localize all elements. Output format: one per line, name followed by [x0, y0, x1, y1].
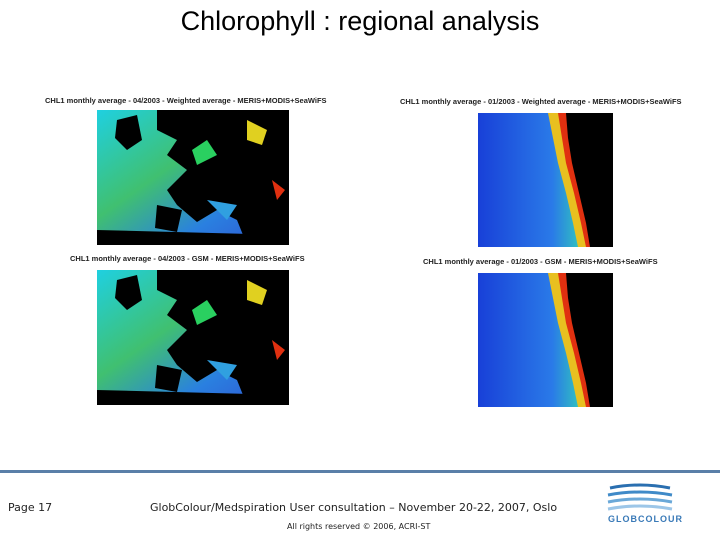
- caption: CHL1 monthly average - 04/2003 - GSM - M…: [70, 254, 305, 263]
- copyright: All rights reserved © 2006, ACRI-ST: [287, 522, 431, 531]
- map-image: [97, 270, 289, 405]
- logo-mark: [607, 483, 673, 511]
- caption: CHL1 monthly average - 01/2003 - GSM - M…: [423, 257, 658, 266]
- caption: CHL1 monthly average - 04/2003 - Weighte…: [45, 96, 327, 105]
- footer-rule: [0, 470, 720, 473]
- map-image: [478, 113, 613, 247]
- logo-text: GLOBCOLOUR: [608, 514, 683, 524]
- footer-event: GlobColour/Medspiration User consultatio…: [150, 501, 558, 514]
- map-image: [97, 110, 289, 245]
- caption: CHL1 monthly average - 01/2003 - Weighte…: [400, 97, 682, 106]
- map-image: [478, 273, 613, 407]
- page-number: Page 17: [8, 501, 53, 514]
- title: Chlorophyll : regional analysis: [180, 6, 540, 36]
